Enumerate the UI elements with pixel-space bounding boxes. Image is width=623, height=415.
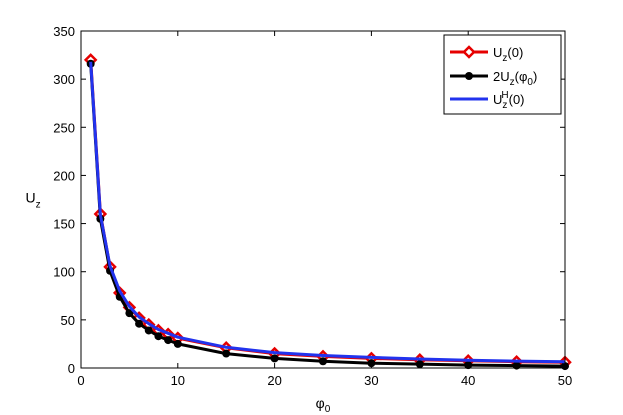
series-uzH xyxy=(89,61,566,364)
legend-label-sub: z xyxy=(502,53,507,64)
data-point-twoUz xyxy=(135,319,144,328)
legend-label-sup: H xyxy=(501,90,508,101)
legend-label-main: U xyxy=(493,92,502,107)
legend-label-main: 2U xyxy=(493,69,510,84)
y-tick-label: 300 xyxy=(53,72,75,87)
legend-label-arg: (0) xyxy=(509,92,525,107)
series-layer xyxy=(83,53,572,371)
legend-label-sub: z xyxy=(510,77,515,88)
x-tick-label: 0 xyxy=(77,373,84,388)
y-tick-label: 0 xyxy=(68,361,75,376)
series-twoUz xyxy=(86,59,569,371)
data-point-twoUz xyxy=(173,339,182,348)
y-tick-label: 150 xyxy=(53,217,75,232)
legend-label-sub: z xyxy=(502,100,507,111)
legend-label-close: ) xyxy=(533,69,537,84)
legend-label-uz0: Uz(0) xyxy=(493,45,523,64)
data-point-twoUz xyxy=(154,332,163,341)
x-tick-label: 30 xyxy=(364,373,378,388)
legend-item-uzH: UzH(0) xyxy=(450,90,525,111)
x-tick-label: 50 xyxy=(558,373,572,388)
data-point-twoUz xyxy=(144,326,153,335)
legend-item-uz0: Uz(0) xyxy=(450,45,523,64)
x-tick-label: 40 xyxy=(461,373,475,388)
legend-label-arg: (0) xyxy=(507,45,523,60)
y-tick-label: 350 xyxy=(53,24,75,39)
y-axis-label-sub: z xyxy=(36,200,41,211)
x-axis-label: φ0 xyxy=(316,395,331,415)
data-point-twoUz xyxy=(125,309,134,318)
y-tick-label: 50 xyxy=(61,313,75,328)
data-point-twoUz xyxy=(319,357,327,366)
y-tick-label: 200 xyxy=(53,168,75,183)
legend: Uz(0)2Uz(φ0)UzH(0) xyxy=(443,34,562,115)
legend-label-uzH: UzH(0) xyxy=(493,90,525,111)
y-axis-label-main: U xyxy=(25,190,35,206)
data-point-twoUz xyxy=(270,354,279,363)
legend-label-main: U xyxy=(493,45,502,60)
legend-marker-twoUz xyxy=(465,72,473,80)
data-point-twoUz xyxy=(415,360,424,369)
legend-box xyxy=(443,34,562,115)
y-tick-label: 100 xyxy=(53,265,75,280)
data-point-twoUz xyxy=(222,349,231,358)
axes-box xyxy=(80,30,566,369)
series-line-twoUz xyxy=(89,63,566,368)
legend-marker-uz0 xyxy=(462,45,476,59)
series-line-uzH xyxy=(89,61,566,364)
legend-item-twoUz: 2Uz(φ0) xyxy=(450,69,537,88)
x-tick-label: 10 xyxy=(171,373,185,388)
legend-label-arg-sub: 0 xyxy=(527,77,533,88)
legend-label-twoUz: 2Uz(φ0) xyxy=(493,69,537,88)
x-tick-label: 20 xyxy=(267,373,281,388)
y-tick-label: 250 xyxy=(53,120,75,135)
y-axis-label: Uz xyxy=(25,190,40,211)
x-axis-label-main: φ xyxy=(316,395,325,411)
x-axis-label-sub: 0 xyxy=(325,404,331,415)
legend-label-arg: (φ xyxy=(515,69,528,84)
data-point-twoUz xyxy=(164,336,173,345)
